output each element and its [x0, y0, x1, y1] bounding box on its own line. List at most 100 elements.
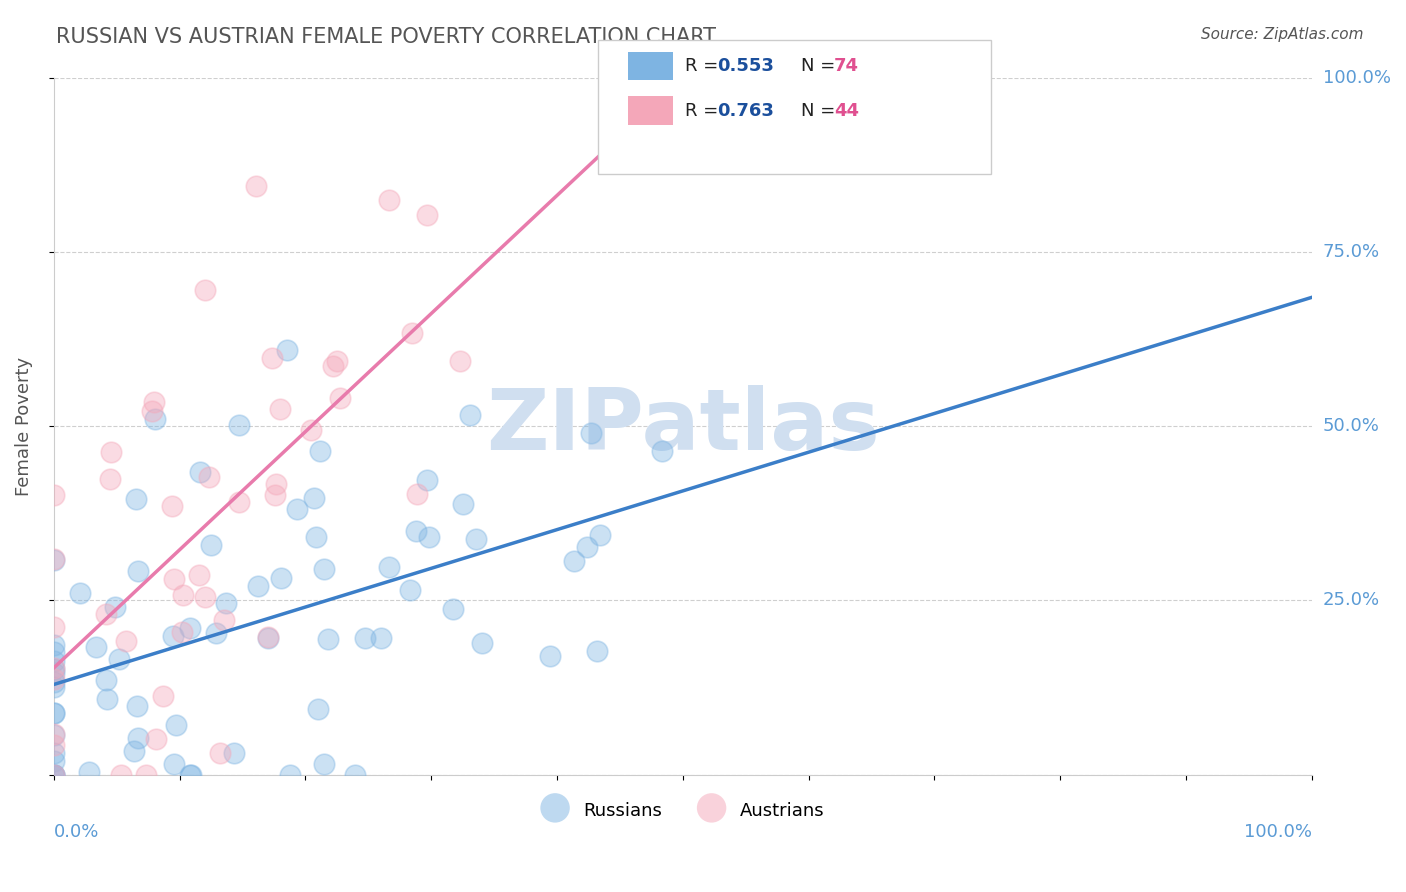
Point	[108, 651, 131, 665]
Point	[125, 492, 148, 507]
Point	[163, 757, 186, 772]
Point	[314, 562, 336, 576]
Point	[471, 636, 494, 650]
Point	[77, 764, 100, 779]
Point	[122, 744, 145, 758]
Text: 100.0%: 100.0%	[1323, 69, 1391, 87]
Point	[180, 768, 202, 782]
Text: 50.0%: 50.0%	[1323, 417, 1379, 435]
Point	[143, 412, 166, 426]
Point	[465, 533, 488, 547]
Point	[160, 500, 183, 514]
Point	[179, 768, 201, 782]
Point	[42, 680, 65, 694]
Point	[86, 640, 108, 654]
Point	[228, 418, 250, 433]
Point	[651, 443, 673, 458]
Point	[127, 731, 149, 745]
Point	[406, 487, 429, 501]
Point	[305, 531, 328, 545]
Point	[453, 497, 475, 511]
Point	[329, 391, 352, 405]
Point	[42, 673, 65, 687]
Point	[135, 768, 157, 782]
Point	[142, 395, 165, 409]
Point	[354, 631, 377, 645]
Point	[96, 673, 118, 687]
Point	[212, 613, 235, 627]
Point	[370, 631, 392, 645]
Point	[42, 768, 65, 782]
Text: 0.0%: 0.0%	[53, 823, 100, 841]
Point	[98, 472, 121, 486]
Point	[42, 660, 65, 674]
Text: 75.0%: 75.0%	[1323, 243, 1381, 260]
Point	[42, 754, 65, 768]
Point	[115, 633, 138, 648]
Point	[200, 538, 222, 552]
Point	[96, 691, 118, 706]
Point	[224, 746, 246, 760]
Text: ZIPatlas: ZIPatlas	[486, 384, 880, 467]
Point	[179, 621, 201, 635]
Point	[42, 674, 65, 689]
Point	[205, 626, 228, 640]
Point	[401, 326, 423, 341]
Point	[405, 524, 427, 538]
Point	[42, 620, 65, 634]
Point	[42, 706, 65, 720]
Point	[285, 501, 308, 516]
Point	[42, 645, 65, 659]
Point	[441, 602, 464, 616]
Text: R =: R =	[685, 102, 724, 120]
Point	[302, 491, 325, 506]
Point	[94, 607, 117, 622]
Point	[194, 283, 217, 297]
Point	[458, 408, 481, 422]
Point	[378, 560, 401, 574]
Point	[538, 648, 561, 663]
Point	[42, 768, 65, 782]
Point	[269, 402, 291, 417]
Point	[42, 638, 65, 652]
Y-axis label: Female Poverty: Female Poverty	[15, 357, 32, 496]
Point	[228, 495, 250, 509]
Point	[42, 552, 65, 566]
Point	[579, 425, 602, 440]
Point	[42, 665, 65, 680]
Point	[322, 359, 344, 374]
Text: 44: 44	[834, 102, 859, 120]
Point	[110, 768, 132, 782]
Text: 100.0%: 100.0%	[1244, 823, 1312, 841]
Text: N =: N =	[801, 57, 841, 75]
Point	[245, 179, 267, 194]
Text: 74: 74	[834, 57, 859, 75]
Point	[152, 690, 174, 704]
Point	[198, 470, 221, 484]
Point	[104, 599, 127, 614]
Point	[42, 768, 65, 782]
Text: 0.763: 0.763	[717, 102, 773, 120]
Point	[166, 718, 188, 732]
Point	[276, 343, 298, 358]
Text: 0.553: 0.553	[717, 57, 773, 75]
Point	[326, 353, 349, 368]
Point	[299, 423, 322, 437]
Point	[125, 699, 148, 714]
Point	[69, 585, 91, 599]
Point	[264, 476, 287, 491]
Point	[42, 488, 65, 502]
Point	[188, 568, 211, 582]
Point	[127, 564, 149, 578]
Point	[42, 727, 65, 741]
Point	[42, 552, 65, 566]
Text: N =: N =	[801, 102, 841, 120]
Point	[100, 444, 122, 458]
Point	[589, 527, 612, 541]
Point	[145, 731, 167, 746]
Legend: Russians, Austrians: Russians, Austrians	[534, 792, 831, 829]
Point	[377, 193, 399, 207]
Point	[172, 588, 194, 602]
Point	[586, 644, 609, 658]
Point	[415, 473, 437, 487]
